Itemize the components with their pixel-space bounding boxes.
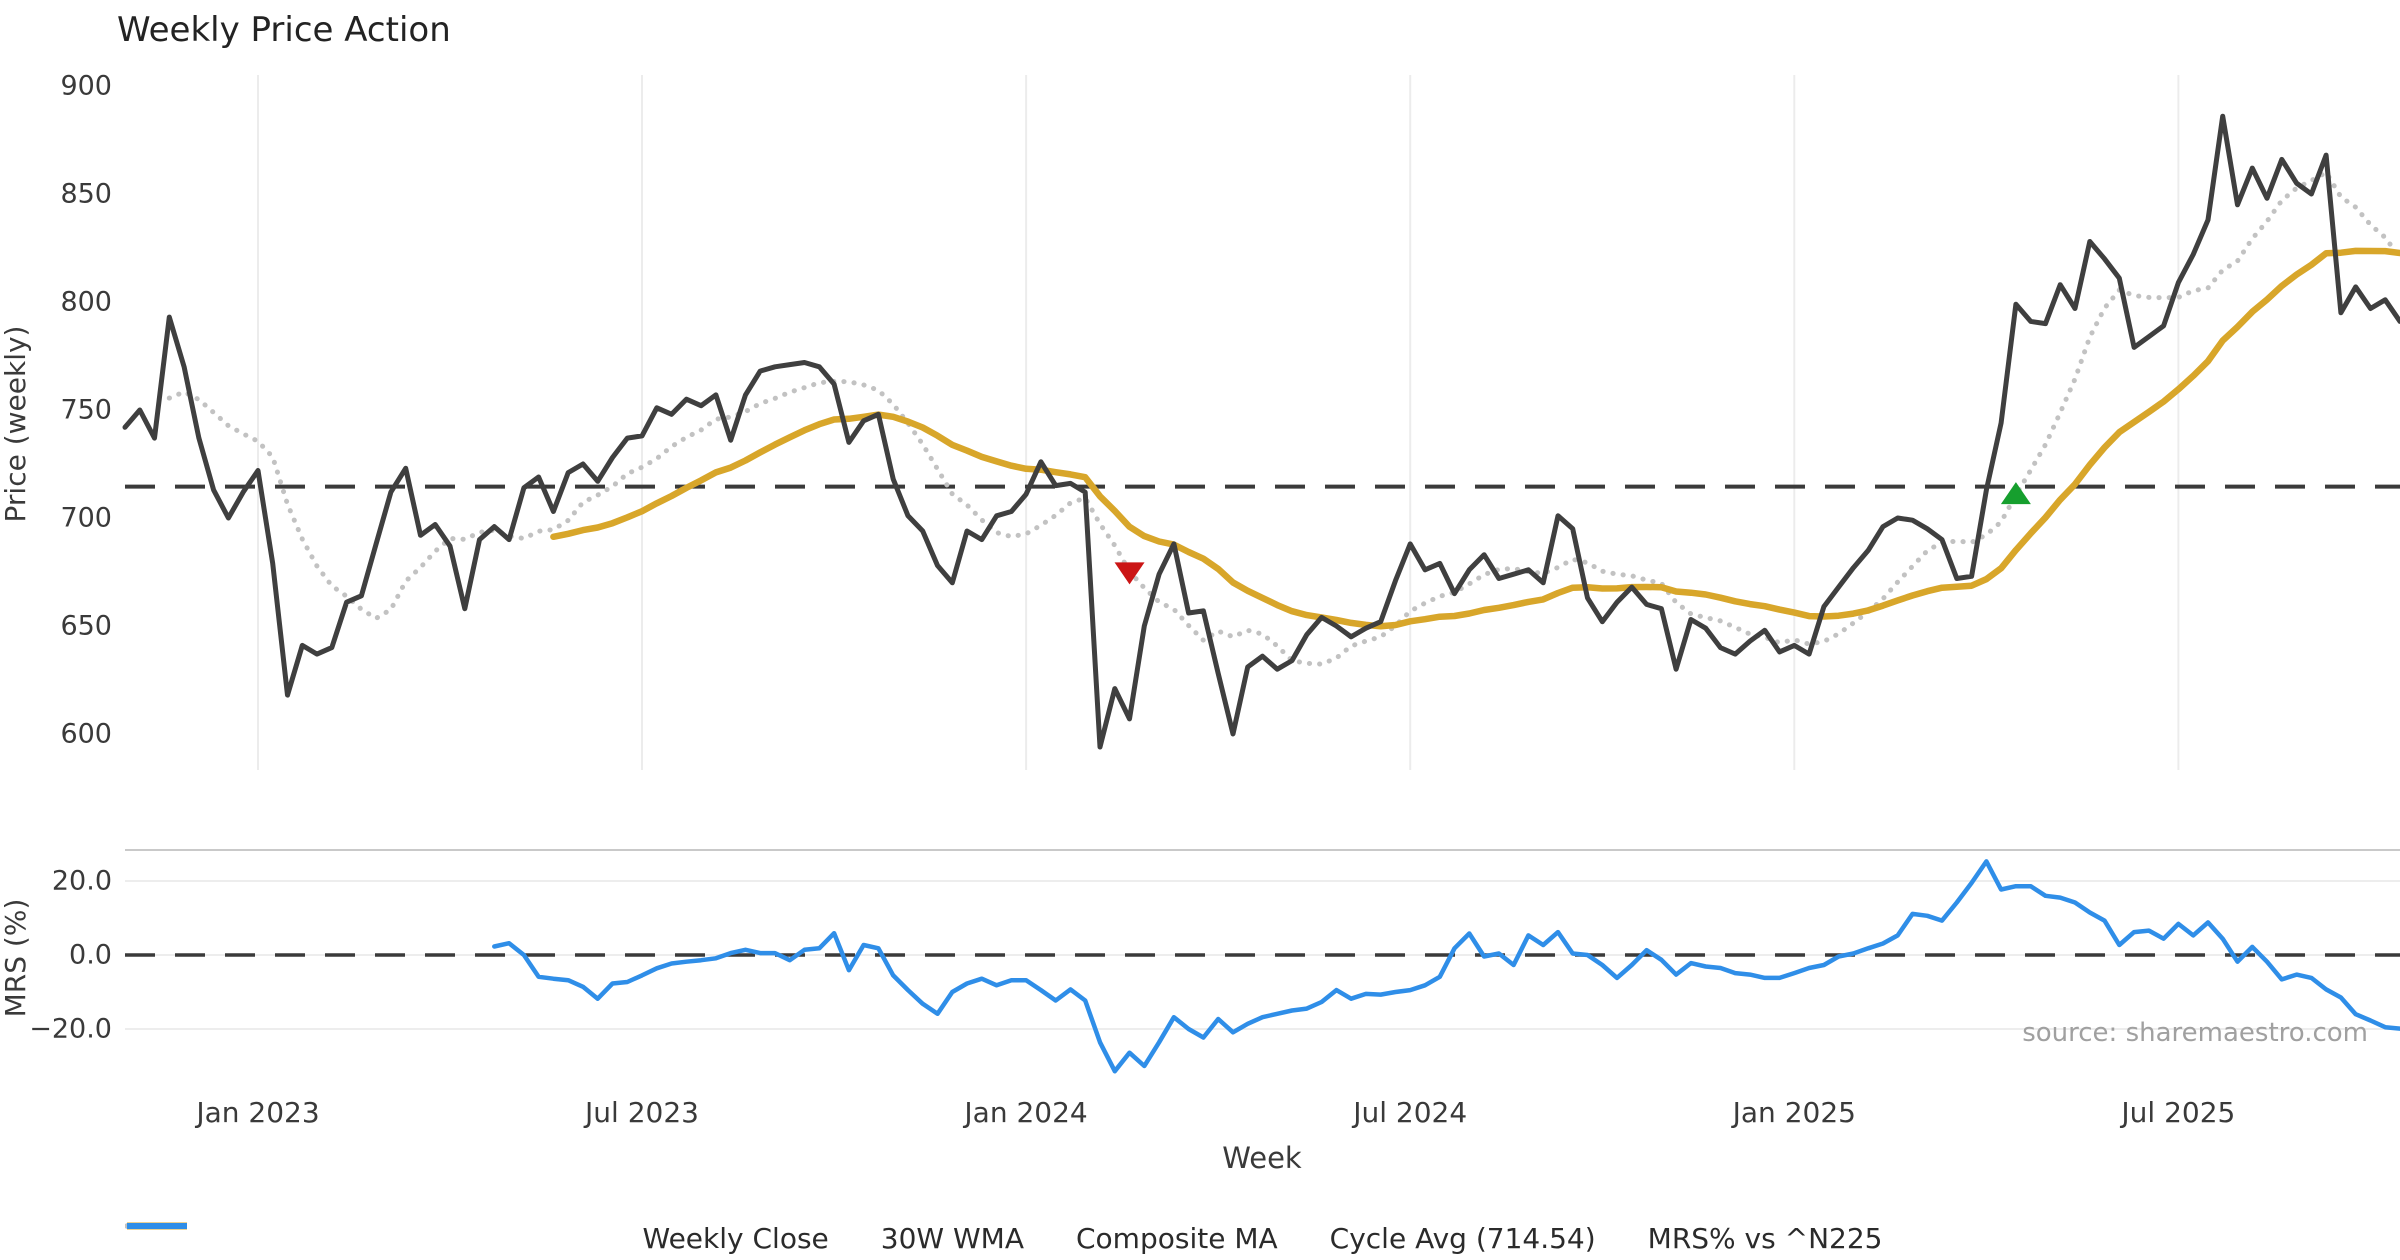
x-tick-label: Jan 2023 bbox=[194, 1096, 319, 1129]
chart-title: Weekly Price Action bbox=[117, 10, 451, 50]
buy-signal-icon bbox=[2000, 482, 2031, 505]
legend: Weekly Close 30W WMA Composite MA Cycle Avg… bbox=[125, 1218, 2400, 1258]
mrs-axis-label: MRS (%) bbox=[0, 899, 32, 1018]
weekly-close-line bbox=[122, 113, 2400, 750]
price-tick-label: 700 bbox=[60, 503, 112, 534]
wma-30w-line bbox=[550, 247, 2400, 630]
legend-item: Weekly Close bbox=[127, 1221, 829, 1255]
gridlines-layer bbox=[125, 75, 2400, 1030]
tick-labels-layer: Jan 2023 Jul 2023 Jan 2024 Jul 2024 Jan 2025… bbox=[29, 71, 2235, 1130]
legend-item: 30W WMA bbox=[127, 1221, 1024, 1255]
price-tick-label: 900 bbox=[60, 71, 112, 102]
mrs-tick-label: 0.0 bbox=[69, 940, 112, 971]
week-axis-label: Week bbox=[1222, 1141, 1302, 1175]
price-tick-label: 600 bbox=[60, 719, 112, 750]
legend-item-label: Composite MA bbox=[1076, 1221, 1278, 1255]
legend-item-label: MRS% vs ^N225 bbox=[1647, 1221, 1883, 1255]
legend-item: Composite MA bbox=[125, 1221, 1278, 1255]
legend-swatch-solid-icon bbox=[127, 1223, 187, 1229]
mrs-line bbox=[492, 859, 2400, 1074]
price-tick-label: 850 bbox=[60, 179, 112, 210]
x-tick-label: Jul 2023 bbox=[583, 1096, 699, 1129]
source-credit: source: sharemaestro.com bbox=[2022, 1018, 2368, 1048]
legend-item-label: 30W WMA bbox=[880, 1221, 1024, 1255]
price-tick-label: 750 bbox=[60, 395, 112, 426]
x-tick-label: Jul 2024 bbox=[1351, 1096, 1467, 1129]
price-axis-label: Price (weekly) bbox=[0, 326, 32, 523]
legend-item-label: Cycle Avg (714.54) bbox=[1329, 1221, 1596, 1255]
mrs-tick-label: 20.0 bbox=[52, 866, 112, 897]
price-tick-label: 800 bbox=[60, 287, 112, 318]
x-tick-label: Jan 2024 bbox=[962, 1096, 1087, 1129]
legend-item-label: Weekly Close bbox=[642, 1221, 829, 1255]
mrs-tick-label: −20.0 bbox=[29, 1014, 112, 1045]
signal-markers-layer bbox=[1114, 482, 2031, 585]
legend-item: Cycle Avg (714.54) bbox=[127, 1221, 1596, 1255]
composite-ma-line bbox=[166, 169, 2400, 667]
x-tick-label: Jan 2025 bbox=[1731, 1096, 1856, 1129]
x-tick-label: Jul 2025 bbox=[2119, 1096, 2235, 1129]
legend-item: MRS% vs ^N225 bbox=[127, 1221, 1883, 1255]
series-lines-layer bbox=[122, 113, 2400, 1074]
sell-signal-icon bbox=[1114, 562, 1145, 585]
price-tick-label: 650 bbox=[60, 611, 112, 642]
